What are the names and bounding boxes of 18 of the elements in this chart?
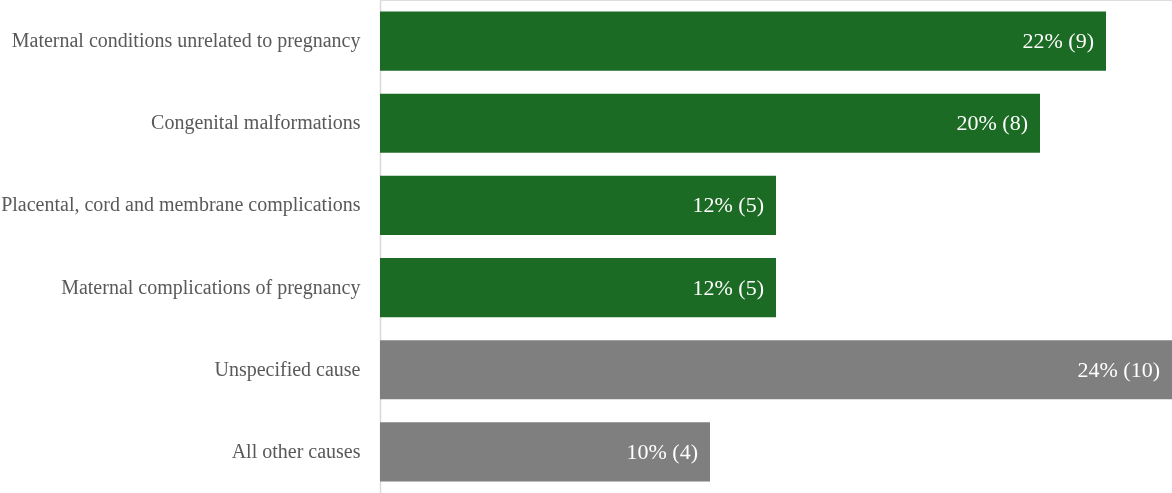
y-tick-label: All other causes xyxy=(231,439,361,462)
bar xyxy=(380,340,1172,400)
data-label: 12% (5) xyxy=(692,192,764,218)
data-label: 24% (10) xyxy=(1077,356,1160,382)
data-label: 20% (8) xyxy=(956,110,1028,136)
y-tick-label: Congenital malformations xyxy=(151,111,361,135)
y-tick-label: Maternal conditions unrelated to pregnancy xyxy=(11,29,361,53)
bar xyxy=(380,93,1040,153)
y-tick-label: Placental, cord and membrane complications xyxy=(1,193,361,217)
data-label: 22% (9) xyxy=(1022,28,1094,54)
data-label: 10% (4) xyxy=(626,438,698,464)
bar xyxy=(380,422,710,482)
y-tick-label: Unspecified cause xyxy=(214,357,361,381)
bar xyxy=(380,175,776,235)
bar xyxy=(380,11,1106,71)
y-tick-label: Maternal complications of pregnancy xyxy=(61,275,361,299)
data-label: 12% (5) xyxy=(692,274,764,300)
bar xyxy=(380,258,776,318)
